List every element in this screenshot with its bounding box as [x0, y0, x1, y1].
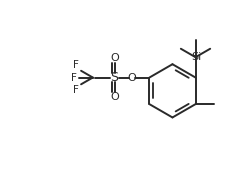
Text: F: F [73, 85, 79, 95]
Text: S: S [110, 71, 118, 84]
Text: O: O [110, 92, 118, 102]
Text: O: O [127, 73, 136, 83]
Text: F: F [71, 73, 77, 83]
Text: F: F [73, 60, 79, 70]
Text: Si: Si [190, 52, 200, 62]
Text: O: O [110, 53, 118, 63]
